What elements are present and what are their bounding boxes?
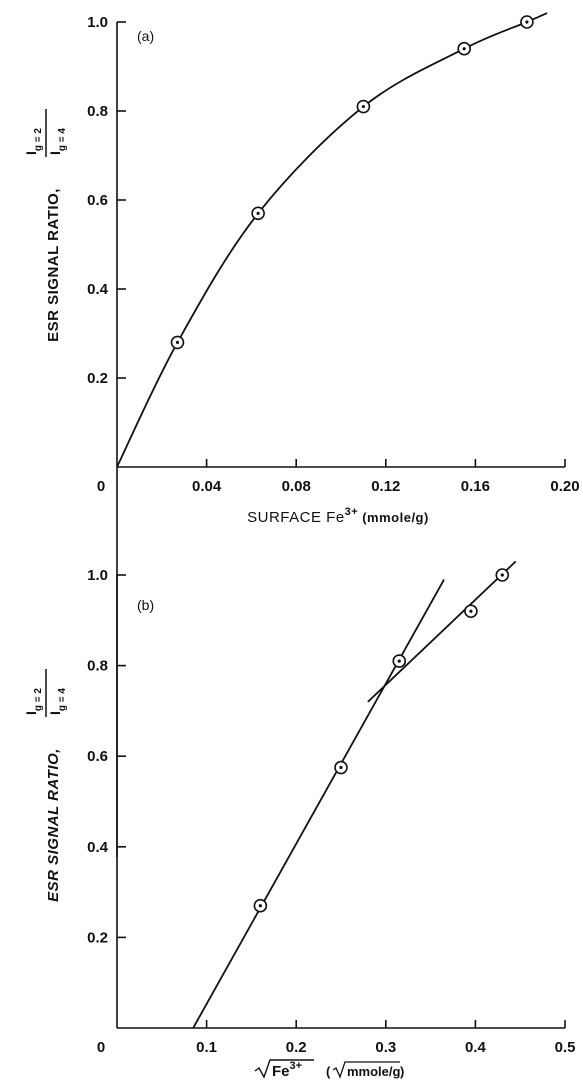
chart-a-y-tick-label: 0.4 (87, 281, 109, 298)
chart-a-x-tick-label: 0 (97, 478, 105, 495)
chart-a-data-point (170, 335, 185, 350)
chart-b-panel-label: (b) (137, 597, 154, 613)
chart-a-y-label: ESR SIGNAL RATIO, Ig = 2 Ig = 4 (23, 109, 68, 342)
chart-a-x-tick-label: 0.04 (192, 478, 222, 495)
chart-a-y-label-text: ESR SIGNAL RATIO, (45, 188, 62, 342)
chart-a-curve (116, 12, 548, 468)
chart-b-y-label-numerator: Ig = 2 (23, 688, 44, 715)
chart-b-x-label-fe: Fe3+ (272, 1060, 302, 1080)
chart-a-x-label: SURFACE Fe3+ (mmole/g) (247, 506, 429, 526)
chart-a: 0.2 0.4 0.6 0.8 1.0 0 0.04 0.08 0.12 0.16 0.20 (a… (23, 12, 580, 857)
chart-a-x-tick-label: 0.12 (371, 478, 400, 495)
chart-b-x-tick-label: 0.1 (196, 1039, 217, 1056)
chart-b-x-label: Fe3+ ( mmole/g ) (254, 1059, 404, 1080)
chart-b-y-tick-label: 0.6 (87, 748, 108, 765)
chart-a-y-tick-label: 1.0 (87, 14, 108, 31)
chart-b-y-tick-label: 0.8 (87, 658, 108, 675)
chart-a-y-tick-label: 0.6 (87, 192, 108, 209)
chart-b-y-tick-label: 1.0 (87, 567, 108, 584)
chart-a-x-tick-label: 0.20 (550, 478, 579, 495)
chart-b-data-point (253, 898, 268, 913)
chart-b-lines (192, 560, 517, 1029)
chart-b-x-tick-label: 0 (97, 1039, 105, 1056)
chart-a-data-point (251, 206, 265, 221)
chart-b-data-point (392, 654, 407, 668)
chart-a-x-ticks: 0 0.04 0.08 0.12 0.16 0.20 (97, 459, 580, 495)
chart-a-x-tick-label: 0.16 (461, 478, 490, 495)
chart-a-y-ticks: 0.2 0.4 0.6 0.8 1.0 (87, 14, 126, 387)
chart-a-points (170, 15, 534, 350)
chart-b-y-label-denominator: Ig = 4 (47, 688, 68, 715)
chart-a-y-tick-label: 0.8 (87, 103, 108, 120)
chart-b-y-tick-label: 0.4 (87, 839, 109, 856)
chart-b-x-ticks: 0 0.1 0.2 0.3 0.4 0.5 (97, 1020, 576, 1056)
chart-b-x-label-sqrt-sign (254, 1059, 314, 1079)
chart-b-y-label-text: ESR SIGNAL RATIO, (45, 748, 62, 902)
chart-a-data-point (457, 41, 472, 56)
chart-a-y-tick-label: 0.2 (87, 370, 108, 387)
chart-b-x-tick-label: 0.5 (555, 1039, 576, 1056)
chart-a-data-point (356, 99, 371, 114)
chart-a-data-point (520, 15, 534, 29)
chart-b-x-tick-label: 0.3 (375, 1039, 396, 1056)
chart-b-data-point (334, 760, 348, 775)
chart-a-x-tick-label: 0.08 (282, 478, 311, 495)
chart-a-curve-group (116, 12, 548, 468)
chart-b-x-label-close-paren: ) (400, 1064, 404, 1079)
chart-a-y-label-denominator: Ig = 4 (47, 128, 68, 155)
chart-b-x-label-unit: mmole/g (347, 1064, 401, 1079)
chart-a-y-label-numerator: Ig = 2 (23, 128, 44, 155)
chart-b-x-label-open-paren: ( (326, 1064, 331, 1079)
chart-b-y-tick-label: 0.2 (87, 929, 108, 946)
chart-b-x-tick-label: 0.2 (286, 1039, 307, 1056)
chart-b-y-ticks: 0.2 0.4 0.6 0.8 1.0 (87, 567, 126, 946)
chart-b-y-label: ESR SIGNAL RATIO, Ig = 2 Ig = 4 (23, 669, 68, 902)
chart-b-x-label-sqrt-sign-unit (332, 1061, 400, 1079)
chart-b: 0.2 0.4 0.6 0.8 1.0 0 0.1 0.2 0.3 0.4 0.5 (b) ESR… (23, 560, 576, 1080)
chart-b-x-tick-label: 0.4 (465, 1039, 487, 1056)
chart-b-points (253, 568, 510, 913)
chart-b-data-point (495, 568, 510, 582)
chart-b-fit-line-1 (192, 579, 445, 1029)
chart-b-fit-line-2 (367, 560, 517, 703)
chart-b-data-point (464, 604, 478, 619)
chart-a-panel-label: (a) (137, 28, 154, 44)
